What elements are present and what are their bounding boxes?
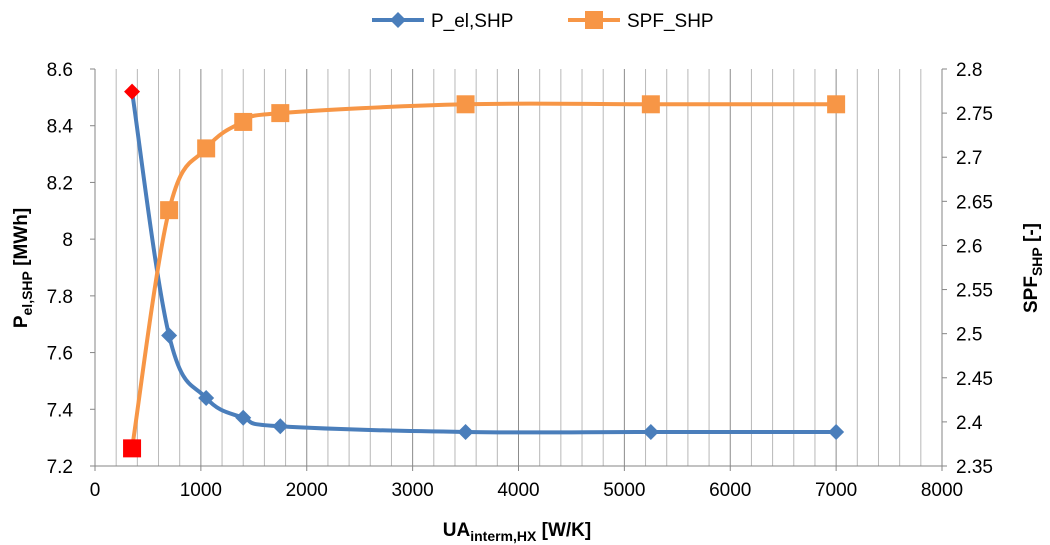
data-point-series-2 [271,104,290,123]
y-right-tick-labels: 2.35 2.4 2.45 2.5 2.55 2.6 2.65 2.7 2.75 2.8 [956,60,993,478]
axes [90,68,947,471]
x-tick-label: 5000 [603,480,645,501]
x-tick-labels: 0 1000 2000 3000 4000 5000 6000 7000 8000 [90,480,963,501]
y-right-tick-label: 2.4 [956,413,983,434]
y-right-tick-label: 2.45 [956,369,993,390]
x-tick-label: 0 [90,480,101,501]
legend-label-series-1: P_el,SHP [431,11,513,32]
data-point-series-2 [456,95,475,114]
y-left-axis-title-main: P [11,315,32,328]
data-point-series-1 [828,423,845,440]
y-left-tick-label: 8 [62,230,73,251]
y-left-tick-label: 7.4 [47,400,74,421]
data-point-series-2 [641,95,660,114]
legend-label-series-2: SPF_SHP [627,11,714,32]
x-tick-label: 1000 [180,480,222,501]
x-tick-label: 7000 [815,480,857,501]
markers-layer [123,83,846,458]
x-tick-label: 8000 [921,480,963,501]
y-left-tick-label: 7.6 [47,344,73,365]
y-right-tick-label: 2.35 [956,457,993,478]
data-point-series-1 [235,409,252,426]
y-left-axis-title: Pel,SHP [MWh] [11,208,35,328]
x-tick-label: 6000 [709,480,751,501]
data-point-series-2 [197,139,216,158]
y-left-tick-label: 7.8 [47,287,73,308]
data-point-series-2 [827,95,846,114]
data-point-series-1 [642,423,659,440]
y-right-tick-label: 2.8 [956,60,982,81]
data-point-series-2 [160,201,179,220]
data-point-series-2 [234,112,253,131]
data-point-series-2 [123,439,142,458]
data-point-series-1 [198,389,215,406]
y-left-axis-title-unit: [MWh] [11,208,32,271]
y-left-tick-labels: 7.2 7.4 7.6 7.8 8 8.2 8.4 8.6 [47,60,74,478]
legend: P_el,SHP SPF_SHP [372,11,714,32]
x-axis-title: UAinterm,HX [W/K] [443,520,591,544]
y-left-tick-label: 8.2 [47,173,73,194]
x-axis-title-sub: interm,HX [470,528,537,544]
legend-marker-series-2 [585,11,603,29]
y-left-tick-label: 7.2 [47,457,73,478]
y-right-tick-label: 2.65 [956,192,993,213]
y-left-tick-label: 8.4 [47,117,74,138]
x-tick-label: 3000 [391,480,433,501]
x-axis-title-unit: [W/K] [536,520,591,541]
y-right-tick-label: 2.55 [956,281,993,302]
x-tick-label: 2000 [286,480,328,501]
y-left-axis-title-sub: el,SHP [19,271,35,315]
y-right-tick-label: 2.75 [956,104,993,125]
data-point-series-1 [124,83,141,100]
y-left-tick-label: 8.6 [47,60,73,81]
x-axis-title-main: UA [443,520,471,541]
data-point-series-1 [161,327,178,344]
x-tick-label: 4000 [497,480,539,501]
data-point-series-1 [272,418,289,435]
y-right-tick-label: 2.7 [956,148,982,169]
y-right-tick-label: 2.6 [956,236,982,257]
data-point-series-1 [457,423,474,440]
y-right-tick-label: 2.5 [956,325,982,346]
legend-marker-series-1 [390,12,406,28]
y-right-axis-title-main: SPF [1021,276,1042,313]
y-right-axis-title-sub: SHP [1029,247,1045,276]
y-right-axis-title: SPFSHP [-] [1021,223,1045,313]
y-right-axis-title-unit: [-] [1021,223,1042,247]
